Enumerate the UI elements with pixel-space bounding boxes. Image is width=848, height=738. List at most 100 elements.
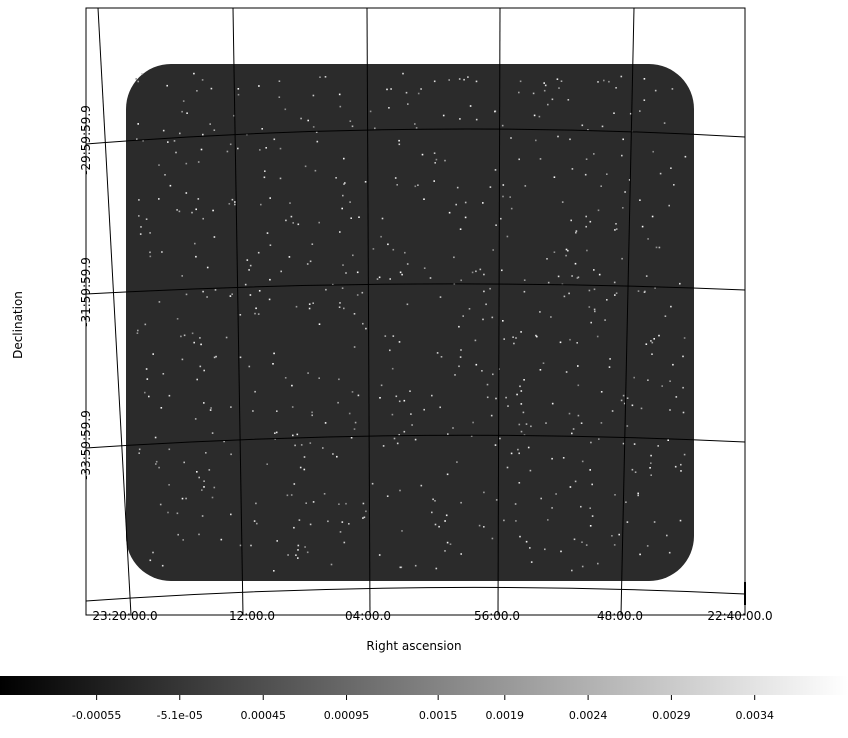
source bbox=[563, 457, 565, 459]
source bbox=[554, 176, 556, 178]
source bbox=[345, 272, 347, 274]
source bbox=[202, 218, 204, 220]
source bbox=[294, 483, 296, 485]
source bbox=[209, 469, 211, 471]
source bbox=[312, 302, 314, 304]
source bbox=[574, 539, 576, 541]
source bbox=[322, 447, 324, 449]
source bbox=[310, 261, 312, 263]
source bbox=[597, 563, 599, 565]
source bbox=[182, 359, 184, 361]
source bbox=[627, 397, 629, 399]
source bbox=[313, 501, 315, 503]
source bbox=[285, 377, 287, 379]
source bbox=[307, 263, 309, 265]
source bbox=[170, 185, 172, 187]
source bbox=[404, 400, 406, 402]
source bbox=[409, 390, 411, 392]
source bbox=[343, 308, 345, 310]
source bbox=[357, 294, 359, 296]
source bbox=[186, 112, 188, 114]
source bbox=[339, 306, 341, 308]
source bbox=[270, 244, 272, 246]
source bbox=[363, 503, 365, 505]
source bbox=[586, 544, 588, 546]
source bbox=[181, 275, 183, 277]
source bbox=[558, 87, 560, 89]
source bbox=[627, 425, 629, 427]
source bbox=[201, 489, 203, 491]
source bbox=[664, 122, 666, 124]
source bbox=[564, 296, 566, 298]
source bbox=[672, 88, 674, 90]
source bbox=[343, 158, 345, 160]
source bbox=[657, 445, 659, 447]
source bbox=[499, 438, 501, 440]
source bbox=[492, 249, 494, 251]
source bbox=[551, 458, 553, 460]
source bbox=[390, 88, 392, 90]
source bbox=[475, 340, 477, 342]
source bbox=[639, 199, 641, 201]
source bbox=[590, 442, 592, 444]
source bbox=[237, 148, 239, 150]
source bbox=[289, 256, 291, 258]
source bbox=[140, 233, 142, 235]
source bbox=[434, 500, 436, 502]
colorbar-tick-label: 0.0024 bbox=[569, 709, 608, 722]
source bbox=[603, 80, 605, 82]
source bbox=[362, 323, 364, 325]
source bbox=[570, 486, 572, 488]
source bbox=[177, 318, 179, 320]
source bbox=[309, 303, 311, 305]
source bbox=[180, 336, 182, 338]
source bbox=[203, 370, 205, 372]
source bbox=[285, 109, 287, 111]
source bbox=[447, 433, 449, 435]
source bbox=[230, 406, 232, 408]
source bbox=[483, 274, 485, 276]
source bbox=[642, 226, 644, 228]
source bbox=[415, 186, 417, 188]
source bbox=[505, 397, 507, 399]
source bbox=[264, 177, 266, 179]
source bbox=[410, 413, 412, 415]
source bbox=[543, 362, 545, 364]
source bbox=[560, 551, 562, 553]
source bbox=[569, 339, 571, 341]
source bbox=[342, 264, 344, 266]
source bbox=[623, 443, 625, 445]
source bbox=[385, 335, 387, 337]
source bbox=[582, 125, 584, 127]
source bbox=[144, 392, 146, 394]
source bbox=[491, 415, 493, 417]
source bbox=[373, 248, 375, 250]
source bbox=[489, 288, 491, 290]
source bbox=[667, 439, 669, 441]
source bbox=[582, 566, 584, 568]
source bbox=[158, 164, 160, 166]
source bbox=[245, 284, 247, 286]
source bbox=[444, 160, 446, 162]
source bbox=[614, 544, 616, 546]
source bbox=[638, 290, 640, 292]
source bbox=[137, 330, 139, 332]
source bbox=[230, 514, 232, 516]
source bbox=[421, 485, 423, 487]
source bbox=[656, 247, 658, 249]
source bbox=[147, 378, 149, 380]
source bbox=[472, 272, 474, 274]
source bbox=[594, 309, 596, 311]
source bbox=[644, 291, 646, 293]
source bbox=[438, 526, 440, 528]
source bbox=[589, 290, 591, 292]
source bbox=[229, 203, 231, 205]
source bbox=[479, 525, 481, 527]
source bbox=[533, 93, 535, 95]
source bbox=[669, 380, 671, 382]
source bbox=[680, 470, 682, 472]
source bbox=[423, 409, 425, 411]
source bbox=[318, 377, 320, 379]
source bbox=[318, 222, 320, 224]
source bbox=[183, 100, 185, 102]
